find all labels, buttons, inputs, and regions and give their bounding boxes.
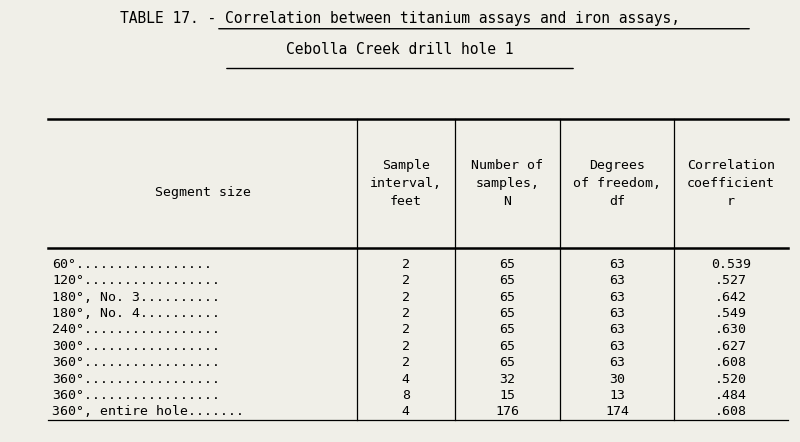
- Text: 65: 65: [499, 258, 515, 271]
- Text: .608: .608: [715, 356, 747, 369]
- Text: 4: 4: [402, 373, 410, 385]
- Text: 2: 2: [402, 274, 410, 287]
- Text: 240°.................: 240°.................: [52, 324, 220, 336]
- Text: 63: 63: [610, 356, 626, 369]
- Text: 2: 2: [402, 258, 410, 271]
- Text: .484: .484: [715, 389, 747, 402]
- Text: 176: 176: [495, 405, 519, 418]
- Text: 65: 65: [499, 291, 515, 304]
- Text: 2: 2: [402, 324, 410, 336]
- Text: 4: 4: [402, 405, 410, 418]
- Text: 15: 15: [499, 389, 515, 402]
- Text: 63: 63: [610, 307, 626, 320]
- Text: 65: 65: [499, 274, 515, 287]
- Text: 360°, entire hole.......: 360°, entire hole.......: [52, 405, 244, 418]
- Text: Cebolla Creek drill hole 1: Cebolla Creek drill hole 1: [286, 42, 514, 57]
- Text: Degrees
of freedom,
df: Degrees of freedom, df: [574, 159, 662, 208]
- Text: 2: 2: [402, 307, 410, 320]
- Text: Correlation
coefficient
r: Correlation coefficient r: [687, 159, 775, 208]
- Text: 65: 65: [499, 340, 515, 353]
- Text: 63: 63: [610, 340, 626, 353]
- Text: Number of
samples,
N: Number of samples, N: [471, 159, 543, 208]
- Text: 360°.................: 360°.................: [52, 356, 220, 369]
- Text: .627: .627: [715, 340, 747, 353]
- Text: 65: 65: [499, 356, 515, 369]
- Text: TABLE 17. - Correlation between titanium assays and iron assays,: TABLE 17. - Correlation between titanium…: [120, 11, 680, 26]
- Text: 63: 63: [610, 324, 626, 336]
- Text: .630: .630: [715, 324, 747, 336]
- Text: 0.539: 0.539: [711, 258, 751, 271]
- Text: 360°.................: 360°.................: [52, 389, 220, 402]
- Text: 30: 30: [610, 373, 626, 385]
- Text: .642: .642: [715, 291, 747, 304]
- Text: 63: 63: [610, 291, 626, 304]
- Text: 13: 13: [610, 389, 626, 402]
- Text: 174: 174: [606, 405, 630, 418]
- Text: .527: .527: [715, 274, 747, 287]
- Text: 60°.................: 60°.................: [52, 258, 212, 271]
- Text: 65: 65: [499, 307, 515, 320]
- Text: .520: .520: [715, 373, 747, 385]
- Text: Sample
interval,
feet: Sample interval, feet: [370, 159, 442, 208]
- Text: 360°.................: 360°.................: [52, 373, 220, 385]
- Text: 2: 2: [402, 340, 410, 353]
- Text: 65: 65: [499, 324, 515, 336]
- Text: 180°, No. 3..........: 180°, No. 3..........: [52, 291, 220, 304]
- Text: .549: .549: [715, 307, 747, 320]
- Text: 32: 32: [499, 373, 515, 385]
- Text: 63: 63: [610, 274, 626, 287]
- Text: 180°, No. 4..........: 180°, No. 4..........: [52, 307, 220, 320]
- Text: 63: 63: [610, 258, 626, 271]
- Text: 120°.................: 120°.................: [52, 274, 220, 287]
- Text: 300°.................: 300°.................: [52, 340, 220, 353]
- Text: 2: 2: [402, 291, 410, 304]
- Text: Segment size: Segment size: [154, 186, 250, 199]
- Text: 2: 2: [402, 356, 410, 369]
- Text: 8: 8: [402, 389, 410, 402]
- Text: .608: .608: [715, 405, 747, 418]
